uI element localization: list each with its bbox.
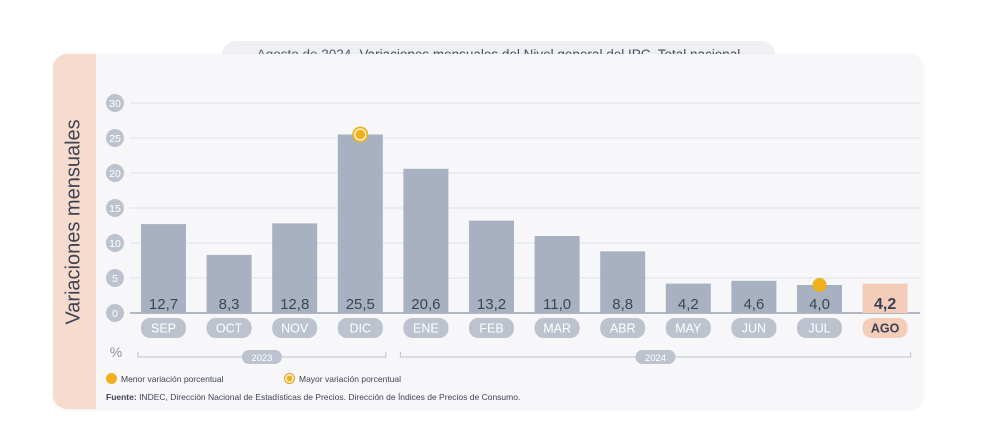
bar <box>731 280 777 313</box>
y-tick-badge <box>106 269 124 287</box>
source-text: INDEC, Dirección Nacional de Estadística… <box>136 392 521 402</box>
year-pill <box>241 350 282 364</box>
data-label: 8,8 <box>612 296 633 313</box>
year-pill <box>635 350 676 364</box>
y-tick-label: 10 <box>109 238 121 250</box>
x-tick-label: SEP <box>151 322 176 336</box>
y-tick-label: 5 <box>112 273 118 285</box>
x-tick-label: ABR <box>610 322 636 336</box>
legend-max-label: Mayor variación porcentual <box>299 373 402 384</box>
data-label: 11,0 <box>543 296 571 313</box>
y-tick-badge <box>106 129 124 147</box>
category-pill <box>469 318 514 338</box>
category-pill <box>797 318 842 338</box>
data-label: 25,5 <box>346 296 375 313</box>
category-pill <box>731 318 777 338</box>
unit-label: % <box>110 344 122 360</box>
x-tick-label: ENE <box>413 322 439 336</box>
category-pill <box>206 318 252 338</box>
data-label: 4,0 <box>809 296 830 313</box>
max-marker-ring <box>354 128 367 141</box>
x-tick-label: JUL <box>808 322 830 336</box>
x-tick-label: NOV <box>281 322 309 336</box>
legend-min: Menor variación porcentual <box>106 373 224 384</box>
x-tick-label: JUN <box>742 322 766 336</box>
category-pill <box>600 318 646 338</box>
y-tick-badge <box>106 94 124 112</box>
bar <box>141 224 186 313</box>
y-tick-label: 0 <box>112 308 118 320</box>
side-panel: Variaciones mensuales <box>53 54 96 409</box>
data-label: 4,2 <box>678 296 699 313</box>
category-pill <box>403 318 449 338</box>
y-tick-badge <box>106 304 124 322</box>
legend-max: Mayor variación porcentual <box>284 373 401 384</box>
bar <box>600 251 646 313</box>
bar <box>862 283 908 313</box>
year-label: 2023 <box>251 353 272 364</box>
bar <box>469 220 514 313</box>
y-tick-badge <box>106 199 124 217</box>
data-label: 13,2 <box>477 296 506 313</box>
x-tick-label: AGO <box>871 322 900 336</box>
bar <box>665 283 711 313</box>
bar <box>403 168 449 313</box>
data-label: 8,3 <box>219 296 240 313</box>
category-pill <box>337 318 383 338</box>
y-tick-label: 15 <box>109 203 121 215</box>
source-label: Fuente: <box>106 392 137 402</box>
min-marker-icon <box>106 373 117 384</box>
y-tick-label: 20 <box>109 168 121 180</box>
y-tick-badge <box>106 164 124 182</box>
source-note: Fuente: INDEC, Dirección Nacional de Est… <box>106 392 520 402</box>
min-marker <box>812 278 827 292</box>
category-pill <box>534 318 580 338</box>
x-tick-label: FEB <box>479 322 503 336</box>
bar <box>534 236 580 313</box>
legend-min-label: Menor variación porcentual <box>121 373 224 384</box>
max-marker-icon <box>284 373 295 384</box>
x-tick-label: DIC <box>350 322 372 336</box>
category-pill <box>141 318 186 338</box>
data-label: 20,6 <box>411 296 440 313</box>
data-label: 12,7 <box>149 296 178 313</box>
bar <box>272 223 318 313</box>
bar <box>337 134 383 313</box>
y-tick-badge <box>106 234 124 252</box>
y-tick-label: 25 <box>109 133 121 145</box>
x-tick-label: MAY <box>675 322 702 336</box>
data-label: 12,8 <box>280 296 309 313</box>
x-tick-label: OCT <box>216 322 243 336</box>
data-label: 4,2 <box>874 296 896 313</box>
bar <box>206 254 252 313</box>
x-tick-label: MAR <box>543 322 571 336</box>
data-label: 4,6 <box>743 296 764 313</box>
y-tick-label: 30 <box>109 98 121 110</box>
category-pill <box>665 318 711 338</box>
year-label: 2024 <box>645 353 666 364</box>
category-pill <box>272 318 318 338</box>
category-pill <box>862 318 908 338</box>
